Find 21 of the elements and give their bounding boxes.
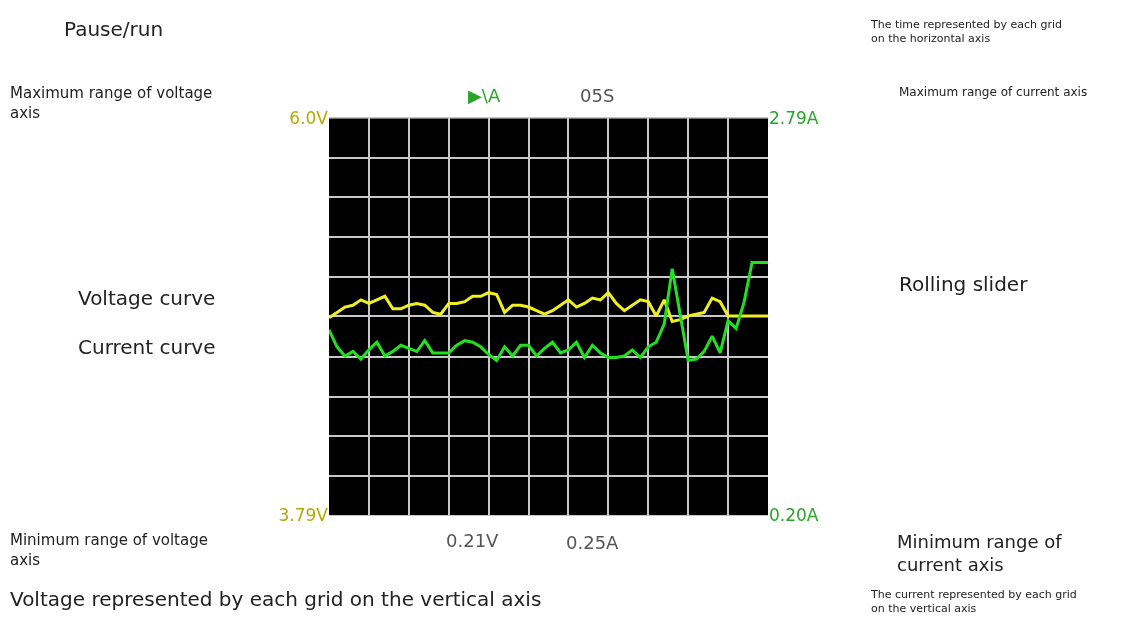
text: 0.25A [566,532,620,553]
line-series [329,261,768,363]
text: The current represented by each grid on the vertical axis [870,588,1077,616]
y-tick-label: 6.0V [289,108,329,129]
text: Maximum range of current axis [899,85,1088,99]
text: Maximum range of voltage axis [10,84,213,122]
text: 0.21V [446,530,500,551]
text: Minimum range of voltage axis [10,531,208,569]
text: Pause/run [64,17,164,41]
text: 05S [580,85,615,106]
text: Minimum range of current axis [897,531,1063,576]
text: Current curve [78,335,216,359]
y-tick-label: 3.79V [278,505,329,526]
y2-tick-label: 2.79A [769,108,819,129]
text: Voltage curve [78,286,216,310]
y2-tick-label: 0.20A [769,505,819,526]
line-series [329,291,768,323]
text: The time represented by each grid on the horizontal axis [870,18,1062,46]
text: ▶\A [468,85,501,106]
text: Rolling slider [899,272,1029,296]
text: Voltage represented by each grid on the vertical axis [10,587,542,611]
